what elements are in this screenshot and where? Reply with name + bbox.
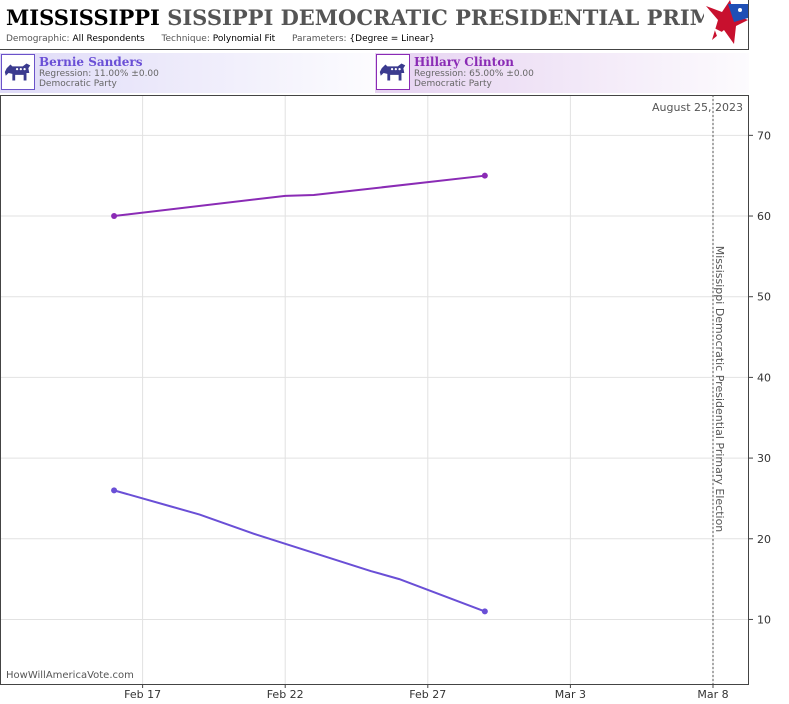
technique-label: Technique: [161, 34, 210, 44]
y-tick-label: 20 [757, 533, 771, 546]
x-tick-label: Feb 27 [409, 688, 446, 701]
y-tick-label: 40 [757, 371, 771, 384]
title-race: SISSIPPI DEMOCRATIC PRESIDENTIAL PRIMARY… [167, 5, 748, 30]
title-state: MISSISSIPPI [6, 5, 160, 30]
series-line [113, 174, 485, 218]
series-point [111, 487, 118, 494]
x-tick-label: Mar 8 [697, 688, 728, 701]
x-tick-label: Feb 17 [124, 688, 161, 701]
flag-logo-icon [704, 0, 748, 48]
y-axis: 10 20 30 40 50 60 70 [749, 129, 771, 626]
candidate-regression: Regression: 11.00% ±0.00 [39, 69, 159, 79]
parameters-value: {Degree = Linear} [349, 34, 435, 44]
line-chart: 10 20 30 40 50 60 70 Feb 17 Feb 22 Feb 27 Mar 3 Ma… [0, 95, 771, 701]
series-point [111, 213, 118, 220]
y-tick-label: 60 [757, 210, 771, 223]
demographic-value: All Respondents [72, 34, 145, 44]
x-axis: Feb 17 Feb 22 Feb 27 Mar 3 Mar 8 [124, 684, 729, 701]
technique-value: Polynomial Fit [212, 34, 276, 44]
demographic-label: Demographic: [6, 34, 70, 44]
page-title: MISSISSIPPI SISSIPPI DEMOCRATIC PRESIDEN… [6, 5, 748, 30]
plot-frame [0, 95, 749, 685]
y-tick-label: 10 [757, 613, 771, 626]
chart-meta: Demographic: All Respondents Technique: … [6, 34, 449, 44]
candidate-name: Bernie Sanders [39, 55, 143, 69]
candidate-name: Hillary Clinton [414, 55, 514, 69]
parameters-label: Parameters: [292, 34, 347, 44]
candidate-party: Democratic Party [39, 79, 117, 89]
watermark: HowWillAmericaVote.com [6, 670, 134, 681]
date-label: August 25, 2023 [652, 101, 743, 114]
x-tick-label: Feb 22 [267, 688, 304, 701]
y-tick-label: 30 [757, 452, 771, 465]
series-point [481, 608, 488, 615]
candidate-party: Democratic Party [414, 79, 492, 89]
candidate-card-clinton: Hillary Clinton Regression: 65.00% ±0.00… [375, 53, 749, 93]
series-line [113, 489, 486, 613]
candidate-regression: Regression: 65.00% ±0.00 [414, 69, 534, 79]
chart-grid [0, 95, 749, 684]
y-tick-label: 50 [757, 291, 771, 304]
election-label: Mississippi Democratic Presidential Prim… [713, 246, 726, 533]
x-tick-label: Mar 3 [555, 688, 586, 701]
series-point [481, 172, 488, 179]
chart-header: MISSISSIPPI SISSIPPI DEMOCRATIC PRESIDEN… [0, 0, 749, 50]
democratic-donkey-icon [376, 54, 410, 90]
candidate-card-sanders: Bernie Sanders Regression: 11.00% ±0.00 … [0, 53, 374, 93]
chart-series [111, 172, 488, 615]
democratic-donkey-icon [1, 54, 35, 90]
y-tick-label: 70 [757, 129, 771, 142]
